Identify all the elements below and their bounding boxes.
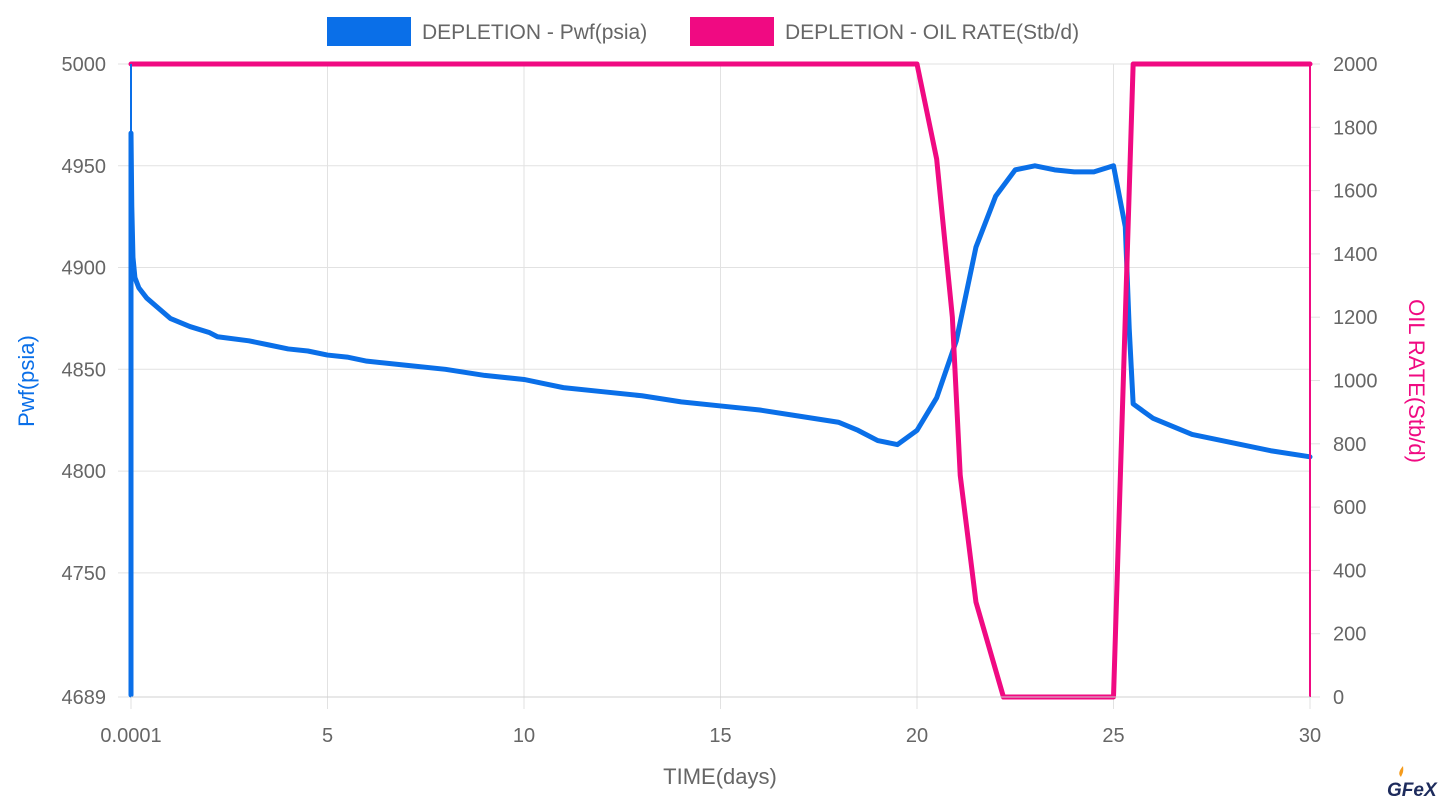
grid-layer [118,63,1320,709]
y-left-axis-title: Pwf(psia) [14,335,39,427]
x-tick-label: 0.0001 [100,725,161,747]
x-tick-label: 20 [906,725,928,747]
y-right-tick-label: 200 [1333,624,1366,646]
y-right-tick-label: 400 [1333,560,1366,582]
x-tick-label: 10 [513,725,535,747]
y-right-tick-label: 600 [1333,497,1366,519]
series-layer [128,61,1313,700]
legend-item-pwf[interactable]: DEPLETION - Pwf(psia) [327,17,647,46]
axes-layer: 4689 4750 4800 4850 4900 4950 5000 0.0001 5 10 15 2… [62,54,1378,747]
y-right-tick-label: 2000 [1333,54,1378,76]
y-right-tick-label: 1000 [1333,371,1378,393]
y-right-tick-label: 1800 [1333,117,1378,139]
gfex-logo: GFeX [1387,766,1438,800]
y-left-tick-label: 4750 [62,563,107,585]
y-right-tick-label: 1400 [1333,244,1378,266]
logo-text: GFeX [1387,780,1438,800]
y-right-tick-label: 1600 [1333,181,1378,203]
y-right-tick-label: 0 [1333,687,1344,709]
series-line-oil-rate [128,61,1313,700]
legend-label: DEPLETION - Pwf(psia) [422,21,647,44]
y-right-axis-title: OIL RATE(Stb/d) [1404,299,1429,463]
y-left-tick-label: 4900 [62,258,107,280]
y-left-tick-label: 5000 [62,54,107,76]
y-left-tick-label: 4950 [62,156,107,178]
x-tick-label: 15 [709,725,731,747]
series-line-pwf [128,130,1313,698]
flame-icon [1399,766,1404,777]
legend-swatch [690,17,774,46]
y-left-tick-label: 4689 [62,687,107,709]
x-tick-label: 30 [1299,725,1321,747]
y-left-tick-label: 4850 [62,359,107,381]
legend-swatch [327,17,411,46]
legend[interactable]: DEPLETION - Pwf(psia) DEPLETION - OIL RAT… [327,17,1079,46]
x-tick-label: 5 [322,725,333,747]
legend-item-oil-rate[interactable]: DEPLETION - OIL RATE(Stb/d) [690,17,1079,46]
y-right-tick-label: 800 [1333,434,1366,456]
x-tick-label: 25 [1102,725,1124,747]
y-right-tick-label: 1200 [1333,307,1378,329]
x-axis-title: TIME(days) [663,764,777,789]
legend-label: DEPLETION - OIL RATE(Stb/d) [785,21,1079,44]
y-left-tick-label: 4800 [62,461,107,483]
